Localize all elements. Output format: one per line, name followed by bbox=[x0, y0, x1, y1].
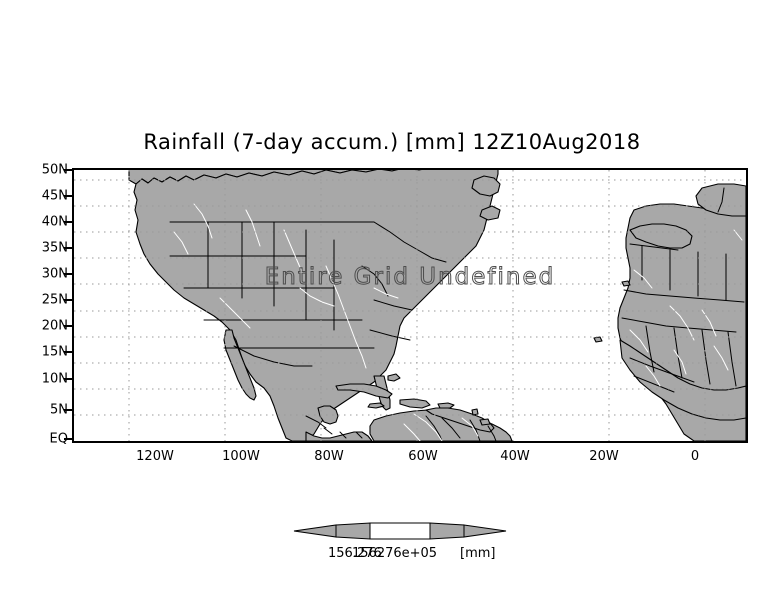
west-africa-bulge bbox=[619, 339, 746, 421]
iberian-peninsula bbox=[695, 183, 746, 217]
yucatan-peninsula bbox=[317, 405, 339, 425]
xtick-label-120w: 120W bbox=[136, 449, 174, 464]
xtick-label-60w: 60W bbox=[408, 449, 438, 464]
ytick-label-20n: 20N bbox=[41, 318, 68, 334]
puerto-rico-island bbox=[437, 402, 455, 409]
xtick-label-0: 0 bbox=[690, 449, 700, 464]
jamaica-island bbox=[367, 402, 385, 409]
ytick-mark-25n bbox=[64, 299, 72, 301]
nova-scotia bbox=[479, 205, 501, 221]
ytick-label-eq: EQ bbox=[49, 431, 68, 447]
ytick-label-25n: 25N bbox=[41, 292, 68, 308]
xtick-label-80w: 80W bbox=[314, 449, 344, 464]
ytick-mark-35n bbox=[64, 247, 72, 249]
ytick-mark-40n bbox=[64, 221, 72, 223]
colorbar-segment-mid bbox=[369, 522, 431, 540]
ytick-label-5n: 5N bbox=[50, 402, 68, 418]
ytick-mark-45n bbox=[64, 195, 72, 197]
ytick-label-50n: 50N bbox=[41, 162, 68, 178]
northwest-africa-coast bbox=[629, 223, 693, 249]
ytick-mark-15n bbox=[64, 351, 72, 353]
ytick-mark-eq bbox=[64, 438, 72, 440]
ytick-label-15n: 15N bbox=[41, 344, 68, 360]
cape-verde-islands bbox=[593, 336, 603, 343]
rivers bbox=[173, 203, 743, 441]
cuba-island bbox=[335, 383, 393, 399]
xtick-label-20w: 20W bbox=[589, 449, 619, 464]
map-geography bbox=[74, 170, 746, 441]
colorbar-segment-high bbox=[429, 522, 465, 540]
colorbar-max-label: 156276e+05 bbox=[352, 546, 438, 561]
hispaniola-island bbox=[399, 398, 431, 409]
ytick-label-10n: 10N bbox=[41, 371, 68, 387]
colorbar-extend-left bbox=[293, 524, 337, 538]
colorbar-swatches bbox=[293, 522, 507, 540]
ytick-mark-10n bbox=[64, 378, 72, 380]
colorbar-units-label: [mm] bbox=[460, 546, 496, 561]
colorbar-min-label: 156.276 bbox=[328, 546, 382, 561]
ytick-label-35n: 35N bbox=[41, 240, 68, 256]
venezuela-coast bbox=[425, 407, 495, 433]
xtick-label-40w: 40W bbox=[500, 449, 530, 464]
colorbar: 156.276 156276e+05 [mm] bbox=[292, 518, 508, 564]
ytick-label-30n: 30N bbox=[41, 266, 68, 282]
ytick-label-45n: 45N bbox=[41, 188, 68, 204]
labrador-newfoundland bbox=[471, 175, 501, 197]
colorbar-segment-low bbox=[335, 522, 371, 540]
xtick-label-100w: 100W bbox=[222, 449, 260, 464]
political-borders bbox=[169, 187, 745, 441]
ytick-mark-5n bbox=[64, 409, 72, 411]
ytick-mark-50n bbox=[64, 169, 72, 171]
page-title: Rainfall (7-day accum.) [mm] 12Z10Aug201… bbox=[143, 130, 641, 154]
landmasses bbox=[128, 170, 746, 441]
bahamas-islands bbox=[387, 373, 401, 382]
trinidad-island bbox=[479, 418, 491, 426]
lesser-antilles bbox=[471, 408, 479, 416]
colorbar-extend-right bbox=[463, 524, 507, 538]
central-america bbox=[305, 431, 373, 441]
ytick-mark-30n bbox=[64, 273, 72, 275]
ytick-mark-20n bbox=[64, 325, 72, 327]
gridlines bbox=[74, 170, 746, 441]
map-plot-area: Entire Grid Undefined bbox=[72, 168, 748, 443]
ytick-label-40n: 40N bbox=[41, 214, 68, 230]
